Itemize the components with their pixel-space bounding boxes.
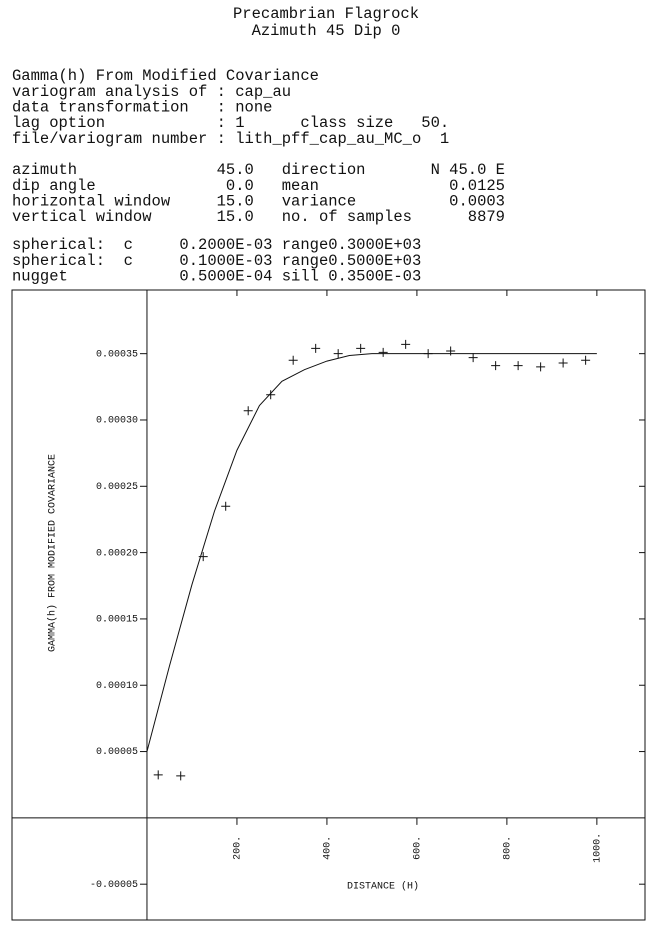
y-tick-label: 0.00010 <box>96 681 138 692</box>
info-line: nugget 0.5000E-04 sill 0.3500E-03 <box>12 267 421 285</box>
point-marker <box>558 358 568 368</box>
info-line: azimuth 45.0 direction N 45.0 E <box>12 161 505 179</box>
point-marker <box>378 347 388 357</box>
x-tick-label: 800. <box>503 836 514 860</box>
point-marker <box>513 361 523 371</box>
y-tick-label: 0.00005 <box>96 747 138 758</box>
info-line: vertical window 15.0 no. of samples 8879 <box>12 208 505 226</box>
point-marker <box>153 770 163 780</box>
point-marker <box>536 362 546 372</box>
y-tick-label: -0.00005 <box>90 880 138 891</box>
point-marker <box>401 339 411 349</box>
x-tick-label: 400. <box>323 836 334 860</box>
y-tick-label: 0.00015 <box>96 615 138 626</box>
y-tick-label: 0.00030 <box>96 416 138 427</box>
x-axis-label: DISTANCE (H) <box>347 881 419 893</box>
y-axis-label: GAMMA(h) FROM MODIFIED COVARIANCE <box>47 454 59 652</box>
x-tick-label: 200. <box>233 836 244 860</box>
point-marker <box>176 771 186 781</box>
chart-title: Precambrian Flagrock <box>233 5 419 23</box>
point-marker <box>288 355 298 365</box>
info-line: spherical: c 0.1000E-03 range0.5000E+03 <box>12 252 421 270</box>
point-marker <box>581 355 591 365</box>
point-marker <box>243 406 253 416</box>
point-marker <box>221 501 231 511</box>
x-tick-label: 1000. <box>593 833 604 863</box>
plot-frame <box>11 289 646 921</box>
point-marker <box>491 361 501 371</box>
point-marker <box>266 390 276 400</box>
info-line: horizontal window 15.0 variance 0.0003 <box>12 192 505 210</box>
y-tick-label: 0.00025 <box>96 482 138 493</box>
info-line: lag option : 1 class size 50. <box>12 114 449 132</box>
info-line: variogram analysis of : cap_au <box>12 83 291 101</box>
chart-subtitle: Azimuth 45 Dip 0 <box>252 22 401 40</box>
model-line <box>146 353 597 752</box>
point-marker <box>333 349 343 359</box>
info-line: file/variogram number : lith_pff_cap_au_… <box>12 130 449 148</box>
info-line: data transformation : none <box>12 98 272 116</box>
info-line: dip angle 0.0 mean 0.0125 <box>12 177 505 195</box>
point-marker <box>468 353 478 363</box>
y-tick-label: 0.00020 <box>96 548 138 559</box>
point-marker <box>311 343 321 353</box>
y-tick-label: 0.00035 <box>96 349 138 360</box>
info-line: spherical: c 0.2000E-03 range0.3000E+03 <box>12 236 421 254</box>
x-tick-label: 600. <box>413 836 424 860</box>
info-line: Gamma(h) From Modified Covariance <box>12 67 319 85</box>
point-marker <box>356 343 366 353</box>
